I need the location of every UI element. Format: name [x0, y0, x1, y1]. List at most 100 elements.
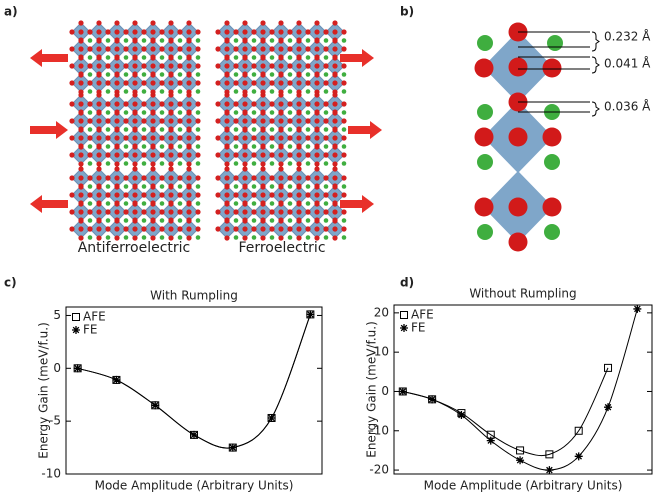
o-atom — [132, 109, 137, 114]
o-atom — [132, 29, 137, 34]
o-atom — [287, 118, 292, 123]
o-atom — [186, 175, 191, 180]
o-atom — [224, 209, 229, 214]
structure-label: Ferroelectric — [238, 240, 325, 256]
o-atom — [224, 126, 229, 131]
a-atom — [234, 127, 239, 132]
y-tick-label: 5 — [53, 308, 61, 322]
a-atom — [124, 161, 129, 166]
o-atom — [177, 192, 182, 197]
distance-label: 0.232 Å — [604, 29, 651, 44]
o-atom — [332, 92, 337, 97]
a-atom — [252, 184, 257, 189]
distance-label: 0.036 Å — [604, 99, 651, 114]
o-atom — [132, 152, 137, 157]
o-atom — [168, 226, 173, 231]
o-atom — [168, 37, 173, 42]
o-atom — [287, 46, 292, 51]
figure: a) b) c) d) Antiferroelectric Ferroelect… — [0, 0, 671, 495]
a-atom — [124, 110, 129, 115]
o-atom — [296, 37, 301, 42]
o-atom — [132, 135, 137, 140]
x-axis-label: Mode Amplitude (Arbitrary Units) — [95, 479, 294, 493]
o-atom — [78, 46, 83, 51]
a-atom — [306, 184, 311, 189]
o-atom — [224, 37, 229, 42]
a-atom — [196, 201, 201, 206]
structure-label: Antiferroelectric — [78, 240, 191, 256]
a-atom — [160, 184, 165, 189]
o-atom — [186, 135, 191, 140]
o-atom — [260, 166, 265, 171]
a-atom — [178, 218, 183, 223]
o-atom — [123, 80, 128, 85]
o-atom — [168, 161, 173, 166]
o-atom — [87, 63, 92, 68]
o-atom — [78, 161, 83, 166]
o-atom — [123, 135, 128, 140]
o-atom — [475, 128, 494, 147]
o-atom — [177, 175, 182, 180]
o-atom — [123, 152, 128, 157]
o-atom — [269, 29, 274, 34]
o-atom — [224, 109, 229, 114]
a-atom — [306, 201, 311, 206]
o-atom — [260, 29, 265, 34]
o-atom — [260, 152, 265, 157]
o-atom — [123, 46, 128, 51]
a-atom — [142, 72, 147, 77]
o-atom — [242, 175, 247, 180]
o-atom — [114, 135, 119, 140]
arrow — [348, 121, 382, 139]
a-atom — [142, 89, 147, 94]
o-atom — [242, 161, 247, 166]
a-atom — [306, 38, 311, 43]
o-atom — [132, 175, 137, 180]
o-atom — [543, 128, 562, 147]
o-atom — [332, 175, 337, 180]
o-atom — [105, 46, 110, 51]
o-atom — [215, 63, 220, 68]
marker — [306, 310, 314, 318]
o-atom — [278, 161, 283, 166]
o-atom — [78, 126, 83, 131]
o-atom — [87, 135, 92, 140]
o-atom — [114, 143, 119, 148]
o-atom — [251, 46, 256, 51]
a-atom — [477, 104, 493, 120]
o-atom — [78, 20, 83, 25]
o-atom — [242, 217, 247, 222]
o-atom — [323, 226, 328, 231]
o-atom — [114, 109, 119, 114]
y-tick-label: 10 — [374, 345, 389, 359]
o-atom — [186, 29, 191, 34]
o-atom — [224, 20, 229, 25]
o-atom — [69, 29, 74, 34]
a-atom — [252, 201, 257, 206]
o-atom — [132, 54, 137, 59]
o-atom — [215, 192, 220, 197]
o-atom — [195, 101, 200, 106]
o-atom — [287, 152, 292, 157]
o-atom — [87, 152, 92, 157]
y-axis-label: Energy Gain (meV/f.u.) — [37, 322, 51, 459]
o-atom — [251, 226, 256, 231]
a-atom — [196, 218, 201, 223]
o-atom — [150, 118, 155, 123]
o-atom — [278, 63, 283, 68]
o-atom — [105, 63, 110, 68]
o-atom — [132, 161, 137, 166]
o-atom — [278, 29, 283, 34]
o-atom — [78, 92, 83, 97]
o-atom — [260, 109, 265, 114]
o-atom — [296, 161, 301, 166]
y-tick-label: 0 — [53, 361, 61, 375]
o-atom — [296, 109, 301, 114]
o-atom — [296, 192, 301, 197]
a-atom — [252, 144, 257, 149]
o-atom — [260, 192, 265, 197]
marker — [633, 305, 641, 313]
o-atom — [105, 175, 110, 180]
o-atom — [132, 192, 137, 197]
o-atom — [260, 92, 265, 97]
